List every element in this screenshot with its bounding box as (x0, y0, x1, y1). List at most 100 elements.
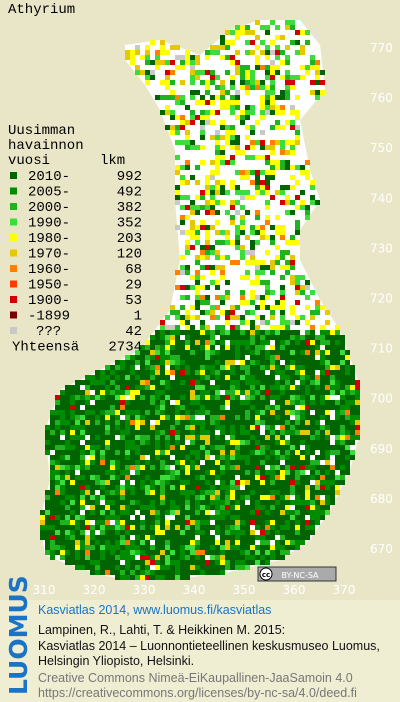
grid-cell (325, 420, 330, 425)
grid-cell (210, 415, 215, 420)
grid-cell (335, 400, 340, 405)
grid-cell (315, 520, 320, 525)
grid-cell (285, 400, 290, 405)
grid-cell (335, 420, 340, 425)
grid-cell (130, 405, 135, 410)
grid-cell (150, 450, 155, 455)
grid-cell (305, 40, 310, 45)
grid-cell (135, 500, 140, 505)
grid-cell (165, 405, 170, 410)
grid-cell (320, 405, 325, 410)
grid-cell (70, 455, 75, 460)
grid-cell (85, 380, 90, 385)
grid-cell (290, 375, 295, 380)
grid-cell (230, 515, 235, 520)
grid-cell (145, 395, 150, 400)
grid-cell (145, 565, 150, 570)
grid-cell (280, 160, 285, 165)
grid-cell (140, 420, 145, 425)
link[interactable]: Kasviatlas 2014, www.luomus.fi/kasviatla… (38, 603, 271, 617)
grid-cell (60, 545, 65, 550)
grid-cell (235, 305, 240, 310)
grid-cell (295, 75, 300, 80)
grid-cell (100, 490, 105, 495)
grid-cell (205, 365, 210, 370)
grid-cell (260, 500, 265, 505)
grid-cell (130, 460, 135, 465)
grid-cell (255, 495, 260, 500)
grid-cell (180, 215, 185, 220)
grid-cell (125, 545, 130, 550)
grid-cell (320, 325, 325, 330)
grid-cell (95, 560, 100, 565)
grid-cell (270, 270, 275, 275)
grid-cell (305, 330, 310, 335)
grid-cell (295, 445, 300, 450)
grid-cell (345, 370, 350, 375)
grid-cell (320, 450, 325, 455)
grid-cell (170, 380, 175, 385)
grid-cell (205, 395, 210, 400)
grid-cell (80, 435, 85, 440)
legend-label: 2005- (28, 185, 70, 201)
grid-cell (255, 545, 260, 550)
grid-cell (140, 365, 145, 370)
grid-cell (215, 550, 220, 555)
grid-cell (100, 425, 105, 430)
grid-cell (105, 385, 110, 390)
grid-cell (215, 110, 220, 115)
grid-cell (175, 510, 180, 515)
grid-cell (160, 430, 165, 435)
grid-cell (180, 375, 185, 380)
grid-cell (60, 530, 65, 535)
grid-cell (80, 410, 85, 415)
grid-cell (110, 430, 115, 435)
grid-cell (140, 410, 145, 415)
grid-cell (235, 380, 240, 385)
grid-cell (305, 360, 310, 365)
grid-cell (105, 480, 110, 485)
grid-cell (95, 425, 100, 430)
grid-cell (185, 520, 190, 525)
license-url[interactable]: https://creativecommons.org/licenses/by-… (38, 686, 357, 700)
grid-cell (85, 515, 90, 520)
grid-cell (185, 455, 190, 460)
grid-cell (270, 435, 275, 440)
grid-cell (170, 460, 175, 465)
grid-cell (185, 355, 190, 360)
grid-cell (80, 380, 85, 385)
grid-cell (335, 465, 340, 470)
grid-cell (160, 570, 165, 575)
grid-cell (70, 475, 75, 480)
grid-cell (205, 190, 210, 195)
grid-cell (345, 375, 350, 380)
grid-cell (55, 475, 60, 480)
grid-cell (300, 525, 305, 530)
grid-cell (135, 520, 140, 525)
grid-cell (330, 450, 335, 455)
grid-cell (305, 465, 310, 470)
grid-cell (215, 305, 220, 310)
grid-cell (250, 500, 255, 505)
grid-cell (190, 520, 195, 525)
grid-cell (345, 465, 350, 470)
grid-cell (295, 330, 300, 335)
license-line: Creative Commons Nimeä-EiKaupallinen-Jaa… (38, 671, 353, 685)
grid-cell (275, 520, 280, 525)
grid-cell (240, 475, 245, 480)
grid-cell (265, 405, 270, 410)
grid-cell (295, 540, 300, 545)
grid-cell (340, 440, 345, 445)
grid-cell (275, 225, 280, 230)
grid-cell (115, 380, 120, 385)
grid-cell (320, 400, 325, 405)
grid-cell (155, 515, 160, 520)
grid-cell (100, 390, 105, 395)
grid-cell (190, 115, 195, 120)
grid-cell (265, 65, 270, 70)
grid-cell (130, 360, 135, 365)
grid-cell (245, 335, 250, 340)
grid-cell (110, 485, 115, 490)
grid-cell (165, 545, 170, 550)
grid-cell (125, 410, 130, 415)
